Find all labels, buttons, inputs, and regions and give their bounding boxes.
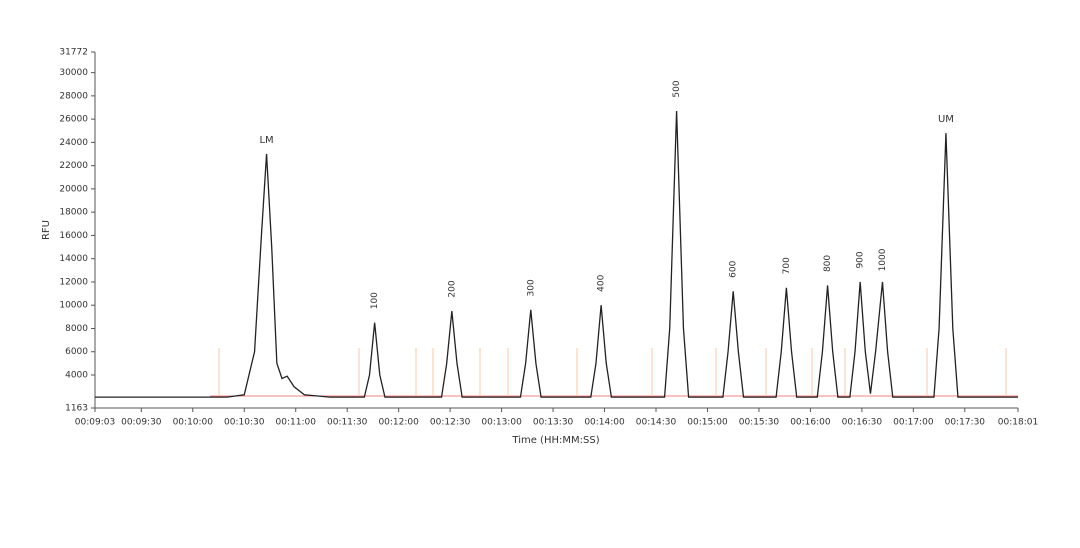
peak-label: 500 [672,80,682,97]
y-tick-label: 6000 [65,347,88,357]
y-tick-label: 30000 [59,68,88,78]
x-tick-label: 00:09:03 [75,418,115,428]
x-tick-label: 00:14:30 [636,418,677,428]
x-tick-label: 00:12:30 [430,418,471,428]
y-tick-label: 1163 [65,404,88,414]
y-tick-label: 18000 [59,208,88,218]
x-tick-label: 00:10:30 [224,418,265,428]
y-tick-label: 10000 [59,301,88,311]
x-tick-label: 00:14:00 [584,418,625,428]
fragment-markers [218,348,1007,396]
x-tick-label: 00:11:00 [276,418,317,428]
peak-label: 400 [597,274,607,291]
y-tick-label: 26000 [59,115,88,125]
x-tick-label: 00:15:30 [739,418,780,428]
x-tick-label: 00:09:30 [121,418,162,428]
peak-label: 1000 [878,248,888,271]
x-tick-label: 00:16:30 [842,418,883,428]
y-tick-label: 24000 [59,138,88,148]
y-tick-label: 12000 [59,277,88,287]
peak-label: UM [938,114,954,125]
x-tick-label: 00:12:00 [378,418,419,428]
x-tick-label: 00:17:00 [893,418,934,428]
x-tick-label: 00:13:00 [481,418,522,428]
y-tick-label: 14000 [59,254,88,264]
y-tick-label: 20000 [59,184,88,194]
y-tick-label: 8000 [65,324,88,334]
peak-label: 700 [782,257,792,274]
peak-label: 600 [729,260,739,277]
y-tick-label: 4000 [65,371,88,381]
y-tick-label: 28000 [59,91,88,101]
y-tick-label: 22000 [59,161,88,171]
x-tick-label: 00:18:01 [998,418,1038,428]
x-tick-label: 00:11:30 [327,418,368,428]
x-tick-label: 00:10:00 [173,418,214,428]
peak-label: LM [259,135,273,146]
x-axis-title: Time (HH:MM:SS) [511,435,599,446]
x-tick-label: 00:13:30 [533,418,574,428]
trace [95,110,1018,398]
peak-label: 100 [370,292,380,309]
y-tick-label: 31772 [59,48,88,58]
x-tick-label: 00:15:00 [687,418,728,428]
peak-label: 900 [856,251,866,268]
peak-label: 800 [823,255,833,272]
y-axis-title: RFU [41,220,52,240]
peak-label: 200 [447,280,457,297]
x-tick-label: 00:17:30 [945,418,986,428]
x-tick-label: 00:16:00 [790,418,831,428]
peak-label: 300 [526,279,536,296]
y-tick-label: 16000 [59,231,88,241]
